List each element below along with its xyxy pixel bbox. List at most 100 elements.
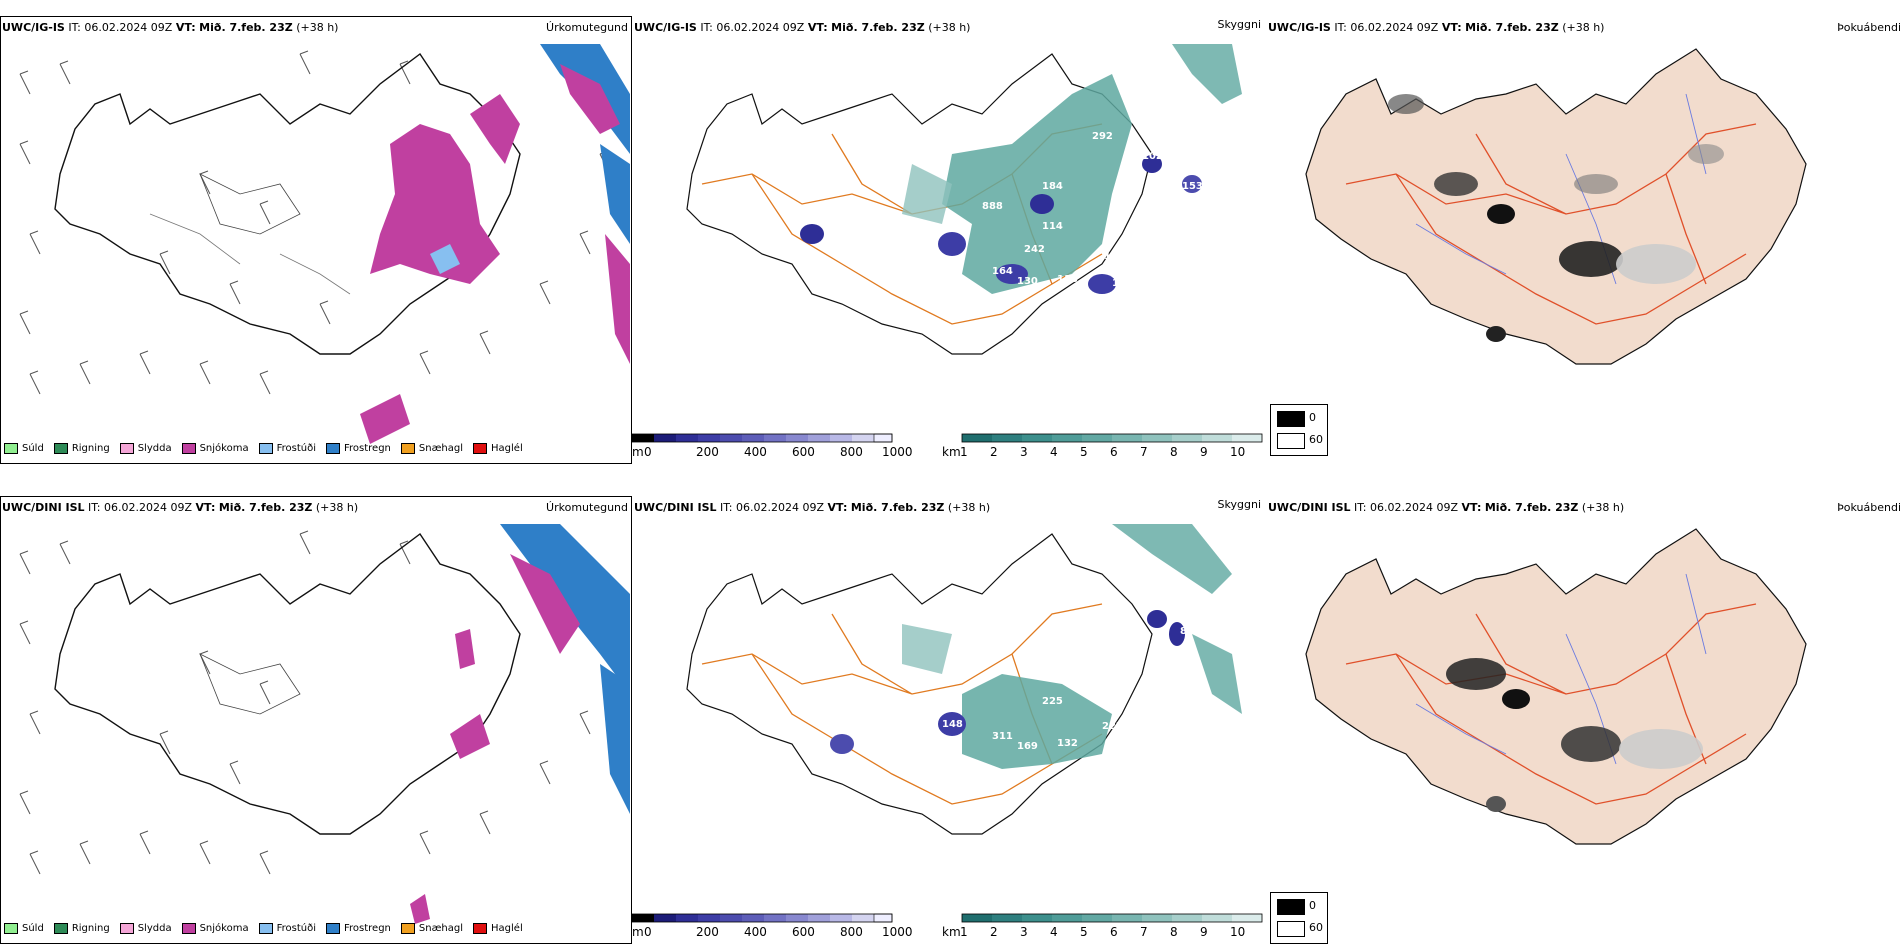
- legend-item: Snjókoma: [181, 923, 249, 934]
- it-value: 06.02.2024 09Z: [1350, 21, 1439, 34]
- model-name: UWC/DINI ISL: [634, 501, 717, 514]
- visibility-tick: 1: [960, 925, 968, 939]
- fog-legend-high: 0: [1309, 899, 1316, 912]
- cloud-label: 118: [1057, 274, 1078, 285]
- ceiling-tick: 800: [840, 445, 863, 459]
- lead-time: (+38 h): [315, 501, 359, 514]
- it-label: IT:: [1354, 501, 1367, 514]
- model-name: UWC/DINI ISL: [2, 501, 85, 514]
- cloud-map: 84 52 225 222 148 311 169 132 161 339 10…: [686, 524, 1242, 835]
- panel-header: UWC/IG-IS IT: 06.02.2024 09Z VT: Mið. 7.…: [1268, 21, 1604, 34]
- ceiling-tick: 600: [792, 445, 815, 459]
- visibility-tick: 6: [1110, 925, 1118, 939]
- ceiling-bar: [631, 433, 893, 443]
- visibility-bar: [961, 433, 1263, 443]
- ceiling-tick: 600: [792, 925, 815, 939]
- cloud-label: 184: [1042, 181, 1063, 192]
- fog-legend-low: 60: [1309, 921, 1323, 934]
- it-label: IT:: [68, 21, 81, 34]
- legend-swatch: [53, 923, 68, 934]
- legend-swatch: [258, 443, 273, 454]
- fog-legend: 0 60: [1270, 892, 1328, 944]
- cloud-label: 136: [1112, 278, 1133, 289]
- legend-label: Frostúði: [276, 443, 316, 454]
- fog-legend-low-swatch: [1277, 433, 1305, 449]
- legend-item: Snjókoma: [181, 443, 249, 454]
- colorbars: m 0 200 400 600 800 1000 km 1 2 3 4 5 6 …: [631, 433, 1263, 459]
- fog-legend-high: 0: [1309, 411, 1316, 424]
- it-value: 06.02.2024 09Z: [104, 501, 193, 514]
- row-1: UWC/IG-IS IT: 06.02.2024 09Z VT: Mið. 7.…: [0, 0, 1900, 470]
- it-value: 06.02.2024 09Z: [736, 501, 825, 514]
- legend-label: Súld: [22, 923, 44, 934]
- fog-map: [1305, 48, 1807, 365]
- model-name: UWC/DINI ISL: [1268, 501, 1351, 514]
- legend-label: Snjókoma: [199, 923, 249, 934]
- cloud-label: 153: [1104, 251, 1125, 262]
- panel-title: Þokuábendi: [1837, 21, 1900, 34]
- legend-swatch: [53, 443, 68, 454]
- legend-item: Snæhagl: [400, 923, 463, 934]
- legend-swatch: [400, 923, 415, 934]
- ceiling-tick: 0: [644, 925, 652, 939]
- legend-item: Haglél: [473, 923, 523, 934]
- ceiling-unit: m: [632, 445, 644, 459]
- model-name: UWC/IG-IS: [2, 21, 65, 34]
- vt-value: Mið. 7.feb. 23Z: [850, 501, 945, 514]
- iceland-outline: [54, 52, 521, 355]
- ceiling-tick: 200: [696, 925, 719, 939]
- visibility-tick: 4: [1050, 445, 1058, 459]
- panel-title: Úrkomutegund: [546, 21, 628, 34]
- ceiling-tick: 1000: [882, 925, 913, 939]
- legend-item: Snæhagl: [400, 443, 463, 454]
- legend-item: Slydda: [119, 923, 172, 934]
- it-label: IT:: [88, 501, 101, 514]
- panel-header: UWC/DINI ISL IT: 06.02.2024 09Z VT: Mið.…: [634, 501, 990, 514]
- cloud-label: 132: [1057, 738, 1078, 749]
- visibility-tick: 8: [1170, 925, 1178, 939]
- fog-legend-low: 60: [1309, 433, 1323, 446]
- cloud-label: 136: [802, 257, 823, 268]
- visibility-tick: 6: [1110, 445, 1118, 459]
- legend-label: Rigning: [71, 443, 110, 454]
- legend-swatch: [473, 443, 488, 454]
- precip-map: [19, 44, 630, 444]
- vt-label: VT:: [195, 501, 216, 514]
- row-2: UWC/DINI ISL IT: 06.02.2024 09Z VT: Mið.…: [0, 480, 1900, 950]
- visibility-tick: 8: [1170, 445, 1178, 459]
- visibility-tick: 7: [1140, 925, 1148, 939]
- cloud-label: 84: [1180, 626, 1194, 637]
- legend-item: Haglél: [473, 443, 523, 454]
- it-value: 06.02.2024 09Z: [716, 21, 805, 34]
- fog-legend-high-swatch: [1277, 411, 1305, 427]
- vt-label: VT:: [807, 21, 828, 34]
- precip-frame: [0, 496, 632, 944]
- lead-time: (+38 h): [947, 501, 991, 514]
- ceiling-tick: 400: [744, 445, 767, 459]
- vt-label: VT:: [1461, 501, 1482, 514]
- vt-value: Mið. 7.feb. 23Z: [1484, 501, 1579, 514]
- visibility-unit: km: [942, 925, 961, 939]
- cloud-label: 99: [1167, 231, 1181, 242]
- legend-label: Slydda: [137, 443, 172, 454]
- panel-title: Þokuábendi: [1837, 501, 1900, 514]
- panel-title: Skyggni: [1217, 18, 1261, 31]
- it-label: IT:: [700, 21, 713, 34]
- lead-time: (+38 h): [296, 21, 339, 34]
- lead-time: (+38 h): [1581, 501, 1625, 514]
- precip-map: [19, 524, 630, 924]
- legend-swatch: [4, 923, 18, 934]
- cloud-label: 339: [1142, 728, 1163, 739]
- visibility-tick: 3: [1020, 445, 1028, 459]
- panel-header: UWC/DINI ISL IT: 06.02.2024 09Z VT: Mið.…: [1268, 501, 1624, 514]
- vt-label: VT:: [175, 21, 196, 34]
- visibility-tick: 10: [1230, 925, 1245, 939]
- legend-label: Frostregn: [344, 443, 391, 454]
- lead-time: (+38 h): [928, 21, 971, 34]
- cloud-label: 130: [1017, 276, 1038, 287]
- model-name: UWC/IG-IS: [634, 21, 697, 34]
- cloud-label: 102: [1142, 151, 1163, 162]
- visibility-tick: 1: [960, 445, 968, 459]
- ceiling-tick: 1000: [882, 445, 913, 459]
- legend-swatch: [119, 923, 134, 934]
